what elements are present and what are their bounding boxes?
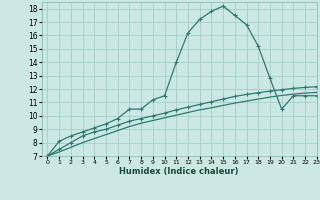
X-axis label: Humidex (Indice chaleur): Humidex (Indice chaleur) xyxy=(119,167,239,176)
